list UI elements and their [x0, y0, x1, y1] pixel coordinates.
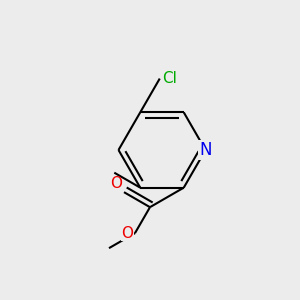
Text: O: O: [110, 176, 122, 191]
Text: N: N: [199, 141, 212, 159]
Text: Cl: Cl: [162, 71, 177, 86]
Text: O: O: [122, 226, 134, 241]
